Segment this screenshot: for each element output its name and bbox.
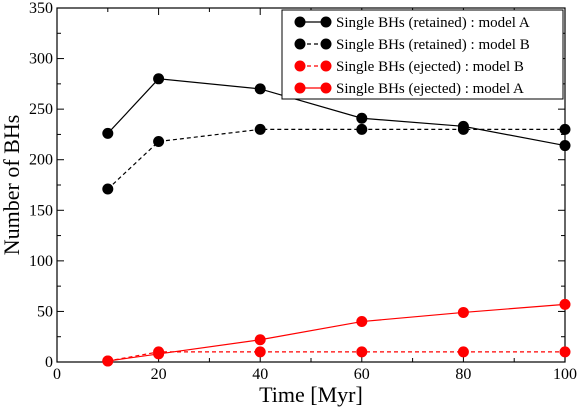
legend-marker bbox=[294, 38, 306, 50]
data-point bbox=[559, 346, 571, 358]
y-tick-label: 350 bbox=[29, 0, 53, 17]
legend-entry: Single BHs (retained) : model B bbox=[294, 37, 530, 53]
data-point bbox=[102, 355, 114, 367]
data-point bbox=[254, 334, 266, 346]
series-line bbox=[107, 351, 565, 362]
series-3 bbox=[102, 346, 571, 367]
x-tick-label: 0 bbox=[53, 366, 61, 383]
y-tick-label: 150 bbox=[29, 202, 53, 219]
data-point bbox=[153, 73, 165, 85]
series-line bbox=[107, 303, 566, 362]
x-tick-label: 60 bbox=[354, 366, 370, 383]
y-tick-label: 50 bbox=[37, 303, 53, 320]
data-point bbox=[356, 112, 368, 124]
x-tick-label: 100 bbox=[553, 366, 577, 383]
series-4 bbox=[102, 298, 571, 367]
data-point bbox=[254, 123, 266, 135]
series-layer bbox=[102, 73, 571, 367]
data-point bbox=[356, 123, 368, 135]
y-axis-title: Number of BHs bbox=[0, 115, 24, 256]
legend-marker bbox=[320, 60, 332, 72]
legend-label: Single BHs (ejected) : model B bbox=[336, 59, 524, 75]
legend-entry: Single BHs (ejected) : model B bbox=[294, 59, 524, 75]
legend-label: Single BHs (retained) : model B bbox=[336, 37, 530, 53]
series-2 bbox=[102, 123, 571, 195]
data-point bbox=[254, 83, 266, 95]
y-tick-label: 100 bbox=[29, 253, 53, 270]
legend-marker bbox=[320, 16, 332, 28]
legend-entry: Single BHs (ejected) : model A bbox=[294, 81, 524, 97]
legend-label: Single BHs (ejected) : model A bbox=[336, 81, 524, 97]
legend: Single BHs (retained) : model A Single BH… bbox=[281, 9, 564, 100]
data-point bbox=[254, 346, 266, 358]
data-point bbox=[457, 306, 469, 318]
series-line bbox=[107, 128, 565, 190]
data-point bbox=[559, 140, 571, 152]
data-point bbox=[457, 346, 469, 358]
legend-marker bbox=[294, 82, 306, 94]
data-point bbox=[559, 298, 571, 310]
legend-marker bbox=[320, 38, 332, 50]
data-point bbox=[102, 127, 114, 139]
y-tick-label: 300 bbox=[29, 51, 53, 68]
data-point bbox=[102, 183, 114, 195]
legend-marker bbox=[294, 60, 306, 72]
x-tick-label: 40 bbox=[252, 366, 268, 383]
y-tick-label: 200 bbox=[29, 152, 53, 169]
x-axis-title: Time [Myr] bbox=[259, 382, 363, 407]
legend-entry: Single BHs (retained) : model A bbox=[294, 15, 530, 31]
data-point bbox=[356, 316, 368, 328]
y-tick-label: 250 bbox=[29, 101, 53, 118]
data-point bbox=[457, 123, 469, 135]
data-point bbox=[559, 123, 571, 135]
legend-marker bbox=[294, 16, 306, 28]
legend-marker bbox=[320, 82, 332, 94]
data-point bbox=[356, 346, 368, 358]
legend-label: Single BHs (retained) : model A bbox=[336, 15, 530, 31]
data-point bbox=[153, 348, 165, 360]
data-point bbox=[153, 136, 165, 148]
y-tick-label: 0 bbox=[45, 354, 53, 371]
x-tick-label: 20 bbox=[151, 366, 167, 383]
x-tick-label: 80 bbox=[455, 366, 471, 383]
